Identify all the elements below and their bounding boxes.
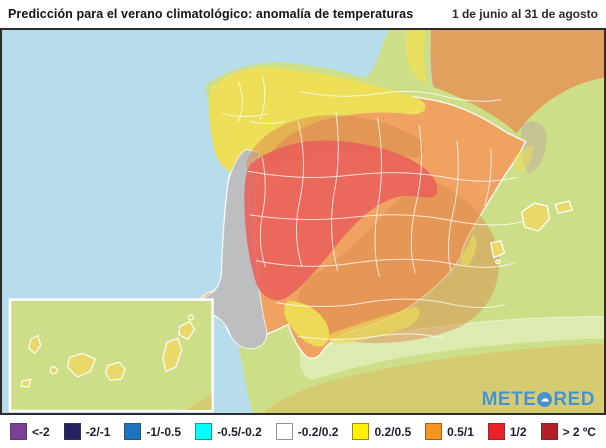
legend-swatch [195,423,213,440]
legend-label: 1/2 [509,424,527,439]
legend-label: -0.5/-0.2 [217,424,262,439]
legend-swatch [540,423,558,440]
region-africa-olive [262,343,604,413]
legend-item: 1/2 [487,423,527,440]
legend-swatch [63,423,81,440]
legend-label: -1/-0.5 [146,424,182,439]
date-range: 1 de junio al 31 de agosto [451,7,598,21]
legend-swatch [352,423,370,440]
region-africa-coast-band [299,316,604,381]
legend-item: -2/-1 [63,423,111,440]
island-islet [187,314,194,321]
island-lanzarote [178,320,196,341]
header-bar: Predicción para el verano climatológico:… [0,0,606,28]
legend-label: 0.5/1 [447,424,474,439]
legend-swatch [425,423,443,440]
balearic-islands [489,200,574,265]
meteored-logo-pre: METE [481,389,537,410]
island-la-palma [28,334,42,355]
region-cadiz-yellow [284,300,330,347]
region-french-coast-yellow [406,30,428,84]
legend-item: 0.5/1 [425,423,474,440]
legend-swatch [124,423,142,440]
legend-item: -0.5/-0.2 [195,423,262,440]
canary-inset-box [8,298,214,413]
region-alicante-coast-yellow [460,232,477,267]
island-ibiza [489,240,506,259]
map-container: METE ☁ RED [0,28,606,415]
island-menorca [554,200,574,214]
legend-label: > 2 ºC [562,424,596,439]
region-red-core [244,140,438,301]
legend-label: 0.2/0.5 [374,424,412,439]
island-fuerteventura [162,337,183,373]
region-catalonia-coast-yellow [514,145,533,173]
meteored-logo: METE ☁ RED [482,390,595,409]
island-formentera [495,259,501,265]
legend-item: -1/-0.5 [124,423,181,440]
island-gran-canaria [104,361,126,381]
legend-item: > 2 ºC [540,423,596,440]
region-france [430,30,604,134]
map-canvas [2,30,604,413]
province-borders [222,75,527,340]
legend-label: <-2 [32,424,50,439]
island-la-gomera [49,366,58,375]
legend-label: -2/-1 [85,424,111,439]
legend-bar: <-2 -2/-1 -1/-0.5 -0.5/-0.2 -0.2/0.2 0.2… [0,415,606,448]
island-tenerife [66,352,97,378]
region-southeast-coast-yellow [329,306,420,345]
legend-swatch [487,423,505,440]
island-el-hierro [20,378,32,388]
legend-label: -0.2/0.2 [297,424,339,439]
legend-swatch [10,423,27,440]
canary-inset [8,298,214,413]
meteored-cloud-icon: ☁ [537,392,553,407]
legend-item: 0.2/0.5 [352,423,411,440]
map-title: Predicción para el verano climatológico:… [8,7,414,21]
legend-item: -0.2/0.2 [275,423,339,440]
canary-inset-olive-corner [184,394,212,411]
legend-item: <-2 [10,423,50,440]
canary-islands [20,314,196,388]
legend-swatch [275,423,293,440]
meteored-logo-post: RED [553,389,595,410]
island-mallorca [520,202,551,232]
